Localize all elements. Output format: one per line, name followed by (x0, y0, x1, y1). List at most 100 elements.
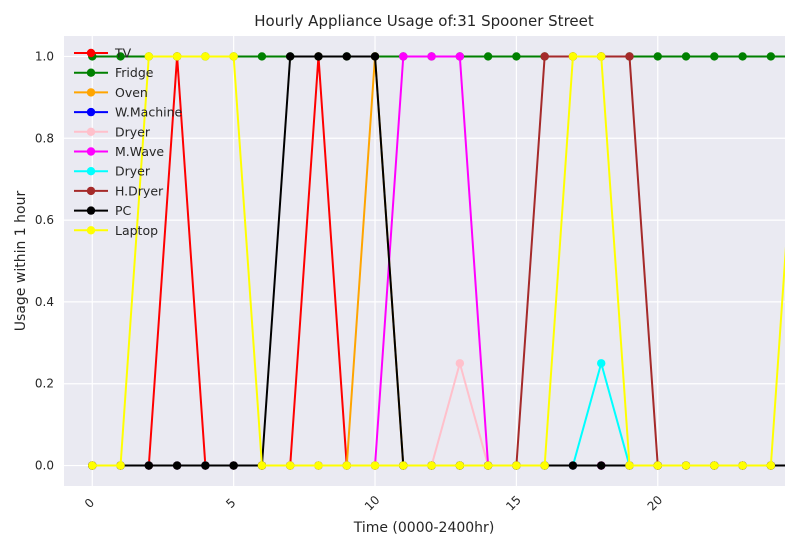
legend-swatch-marker (86, 127, 96, 136)
y-axis-label: Usage within 1 hour (13, 191, 29, 332)
data-point (144, 52, 154, 61)
legend-label: M.Wave (115, 144, 164, 159)
data-point (795, 461, 800, 469)
x-axis-label: Time (0000-2400hr) (353, 520, 495, 536)
x-tick-label: 0 (82, 496, 97, 511)
legend-label: PC (115, 203, 132, 218)
data-point (399, 461, 408, 470)
legend-item: PC (74, 203, 132, 218)
data-point (455, 359, 465, 368)
legend-swatch-marker (86, 48, 96, 58)
legend-label: Laptop (115, 223, 158, 238)
data-point (597, 359, 606, 368)
legend-item: H.Dryer (74, 183, 164, 198)
series-layer (88, 52, 800, 470)
legend-item: Oven (74, 85, 148, 100)
chart-title: Hourly Appliance Usage of:31 Spooner Str… (254, 12, 594, 30)
data-point (795, 461, 800, 469)
legend-item: TV (74, 46, 132, 61)
data-point (116, 461, 125, 470)
data-point (597, 52, 606, 61)
data-point (710, 52, 719, 61)
y-tick-label: 0.8 (35, 131, 54, 145)
x-tick-labels: 0 5 10 15 20 (82, 493, 665, 514)
data-point (201, 52, 210, 61)
legend-label: Fridge (115, 65, 154, 80)
legend-item: W.Machine (74, 105, 183, 120)
legend-label: Dryer (115, 164, 151, 179)
legend-swatch-marker (86, 88, 96, 97)
legend-label: Dryer (115, 124, 151, 139)
legend-swatch-marker (86, 186, 96, 196)
y-tick-label: 0.4 (35, 295, 54, 309)
data-point (710, 461, 719, 470)
data-point (795, 461, 800, 469)
data-point (483, 461, 493, 470)
data-point (229, 52, 238, 61)
data-point (738, 52, 747, 61)
data-point (201, 461, 210, 470)
x-tick-label: 20 (645, 493, 666, 514)
data-point (625, 461, 634, 470)
data-point (795, 461, 800, 469)
data-point (681, 461, 691, 470)
data-point (342, 52, 351, 61)
data-point (795, 461, 800, 469)
data-point (681, 52, 691, 61)
data-point (540, 52, 549, 61)
data-point (653, 52, 662, 61)
data-point (172, 52, 182, 61)
data-point (795, 52, 800, 60)
x-tick-label: 5 (223, 496, 238, 511)
legend-swatch-marker (86, 107, 96, 117)
data-point (257, 52, 267, 61)
data-point (653, 461, 662, 470)
data-point (766, 461, 776, 470)
legend-label: H.Dryer (115, 183, 164, 198)
legend-label: TV (114, 46, 132, 61)
data-point (257, 461, 267, 470)
data-point (738, 461, 747, 470)
data-point (314, 52, 323, 61)
legend-item: Fridge (74, 65, 154, 80)
data-point (314, 461, 323, 470)
data-point (795, 52, 800, 60)
data-point (568, 461, 578, 470)
y-tick-label: 0.0 (35, 459, 54, 473)
data-point (568, 52, 578, 61)
data-point (370, 461, 380, 470)
legend-swatch-marker (86, 206, 96, 215)
legend-label: Oven (115, 85, 148, 100)
y-tick-label: 1.0 (35, 49, 54, 63)
series-9 (88, 52, 800, 470)
legend-swatch-marker (86, 147, 96, 156)
data-point (427, 52, 436, 61)
data-point (625, 52, 634, 61)
data-point (399, 52, 408, 61)
data-point (795, 461, 800, 469)
data-point (540, 461, 549, 470)
plot-background (64, 36, 785, 486)
y-tick-label: 0.2 (35, 377, 54, 391)
data-point (512, 52, 521, 61)
legend-item: Laptop (74, 223, 158, 238)
data-point (144, 461, 154, 470)
legend-swatch-marker (86, 68, 96, 77)
data-point (795, 461, 800, 469)
data-point (455, 461, 465, 470)
legend: TV Fridge Oven W.Machine Dryer M.Wave Dryer H.D… (74, 46, 183, 238)
x-tick-label: 10 (362, 493, 383, 514)
legend-label: W.Machine (115, 105, 183, 120)
data-point (766, 52, 776, 61)
data-point (116, 52, 125, 61)
data-point (342, 461, 351, 470)
legend-swatch-marker (86, 226, 96, 235)
series-line (92, 55, 785, 467)
legend-item: Dryer (74, 164, 151, 179)
data-point (229, 461, 238, 470)
legend-item: Dryer (74, 124, 151, 139)
y-tick-label: 0.6 (35, 213, 54, 227)
legend-item: M.Wave (74, 144, 164, 159)
data-point (427, 461, 436, 470)
